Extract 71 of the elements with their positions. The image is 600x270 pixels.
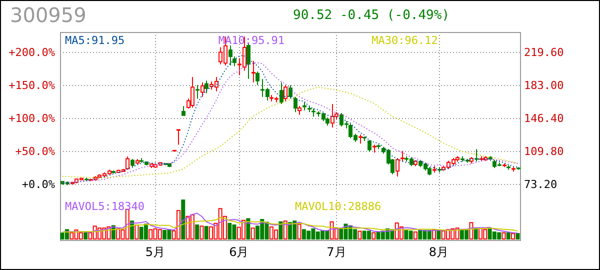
y2-tick-label: 109.80	[524, 144, 564, 158]
candlestick	[294, 96, 298, 113]
candlestick	[252, 60, 256, 83]
y-tick-label: +100.0%	[8, 112, 56, 125]
bar	[158, 229, 162, 240]
bar	[209, 226, 214, 240]
candlestick	[330, 104, 334, 128]
bar	[134, 224, 139, 240]
bar	[506, 232, 510, 240]
chart-title: 300959	[10, 3, 86, 27]
candlestick	[182, 106, 186, 116]
bar	[516, 233, 520, 240]
bar	[190, 214, 194, 240]
bar	[502, 232, 506, 240]
x-tick-label: 6月	[229, 245, 249, 260]
candlestick	[368, 140, 372, 152]
chart-subtitle: 90.52 -0.45 (-0.49%)	[293, 8, 450, 23]
y2-tick-label: 73.20	[524, 178, 558, 191]
bar	[372, 232, 376, 240]
y2-tick-label: 183.00	[524, 78, 564, 92]
candlestick	[288, 84, 292, 100]
candlestick	[204, 80, 208, 94]
candlestick	[200, 82, 204, 98]
text: MA5:91.95	[65, 34, 125, 47]
bar	[511, 233, 516, 240]
bar	[116, 228, 120, 240]
series-label: MAVOL10:28886	[295, 200, 382, 213]
bar	[413, 231, 418, 240]
bar	[200, 226, 204, 240]
candlestick	[280, 82, 284, 105]
bar	[162, 230, 167, 240]
bar	[366, 230, 371, 240]
y-tick-label: +0.0%	[22, 178, 56, 191]
candlestick	[176, 129, 180, 146]
bar	[436, 230, 441, 240]
bar	[144, 224, 148, 240]
x-tick-label: 7月	[326, 245, 346, 260]
y2-tick-label: 219.60	[524, 46, 564, 60]
candlestick	[474, 148, 478, 162]
candlestick	[400, 150, 404, 162]
y-tick-label: +200.0%	[8, 46, 56, 60]
candlestick	[358, 134, 362, 144]
bar	[297, 224, 302, 240]
y-tick-label: +150.0%	[8, 78, 56, 92]
candlestick	[196, 84, 200, 100]
y-tick-label: +50.0%	[15, 144, 56, 158]
bar	[204, 226, 208, 240]
bar	[195, 224, 200, 240]
series-label: MAVOL5:18340	[65, 200, 144, 213]
bar	[478, 228, 483, 240]
candlestick	[284, 84, 288, 102]
candlestick	[256, 71, 260, 86]
candlestick	[126, 156, 130, 170]
candlestick	[298, 105, 302, 116]
bar	[250, 228, 255, 240]
candlestick	[396, 158, 400, 178]
y2-tick-label: 146.40	[524, 112, 564, 125]
bar	[181, 200, 186, 240]
bar	[84, 232, 88, 240]
bar	[278, 221, 283, 240]
candlestick	[190, 76, 194, 108]
line-series	[62, 86, 518, 178]
text: MA30:96.12	[372, 34, 438, 47]
x-tick-label: 5月	[145, 245, 166, 260]
bar	[358, 230, 362, 240]
bar	[176, 210, 180, 240]
bar	[78, 232, 83, 240]
candlestick	[228, 45, 232, 66]
x-tick-label: 8月	[428, 245, 449, 260]
bar	[228, 222, 232, 240]
bar	[418, 230, 422, 240]
